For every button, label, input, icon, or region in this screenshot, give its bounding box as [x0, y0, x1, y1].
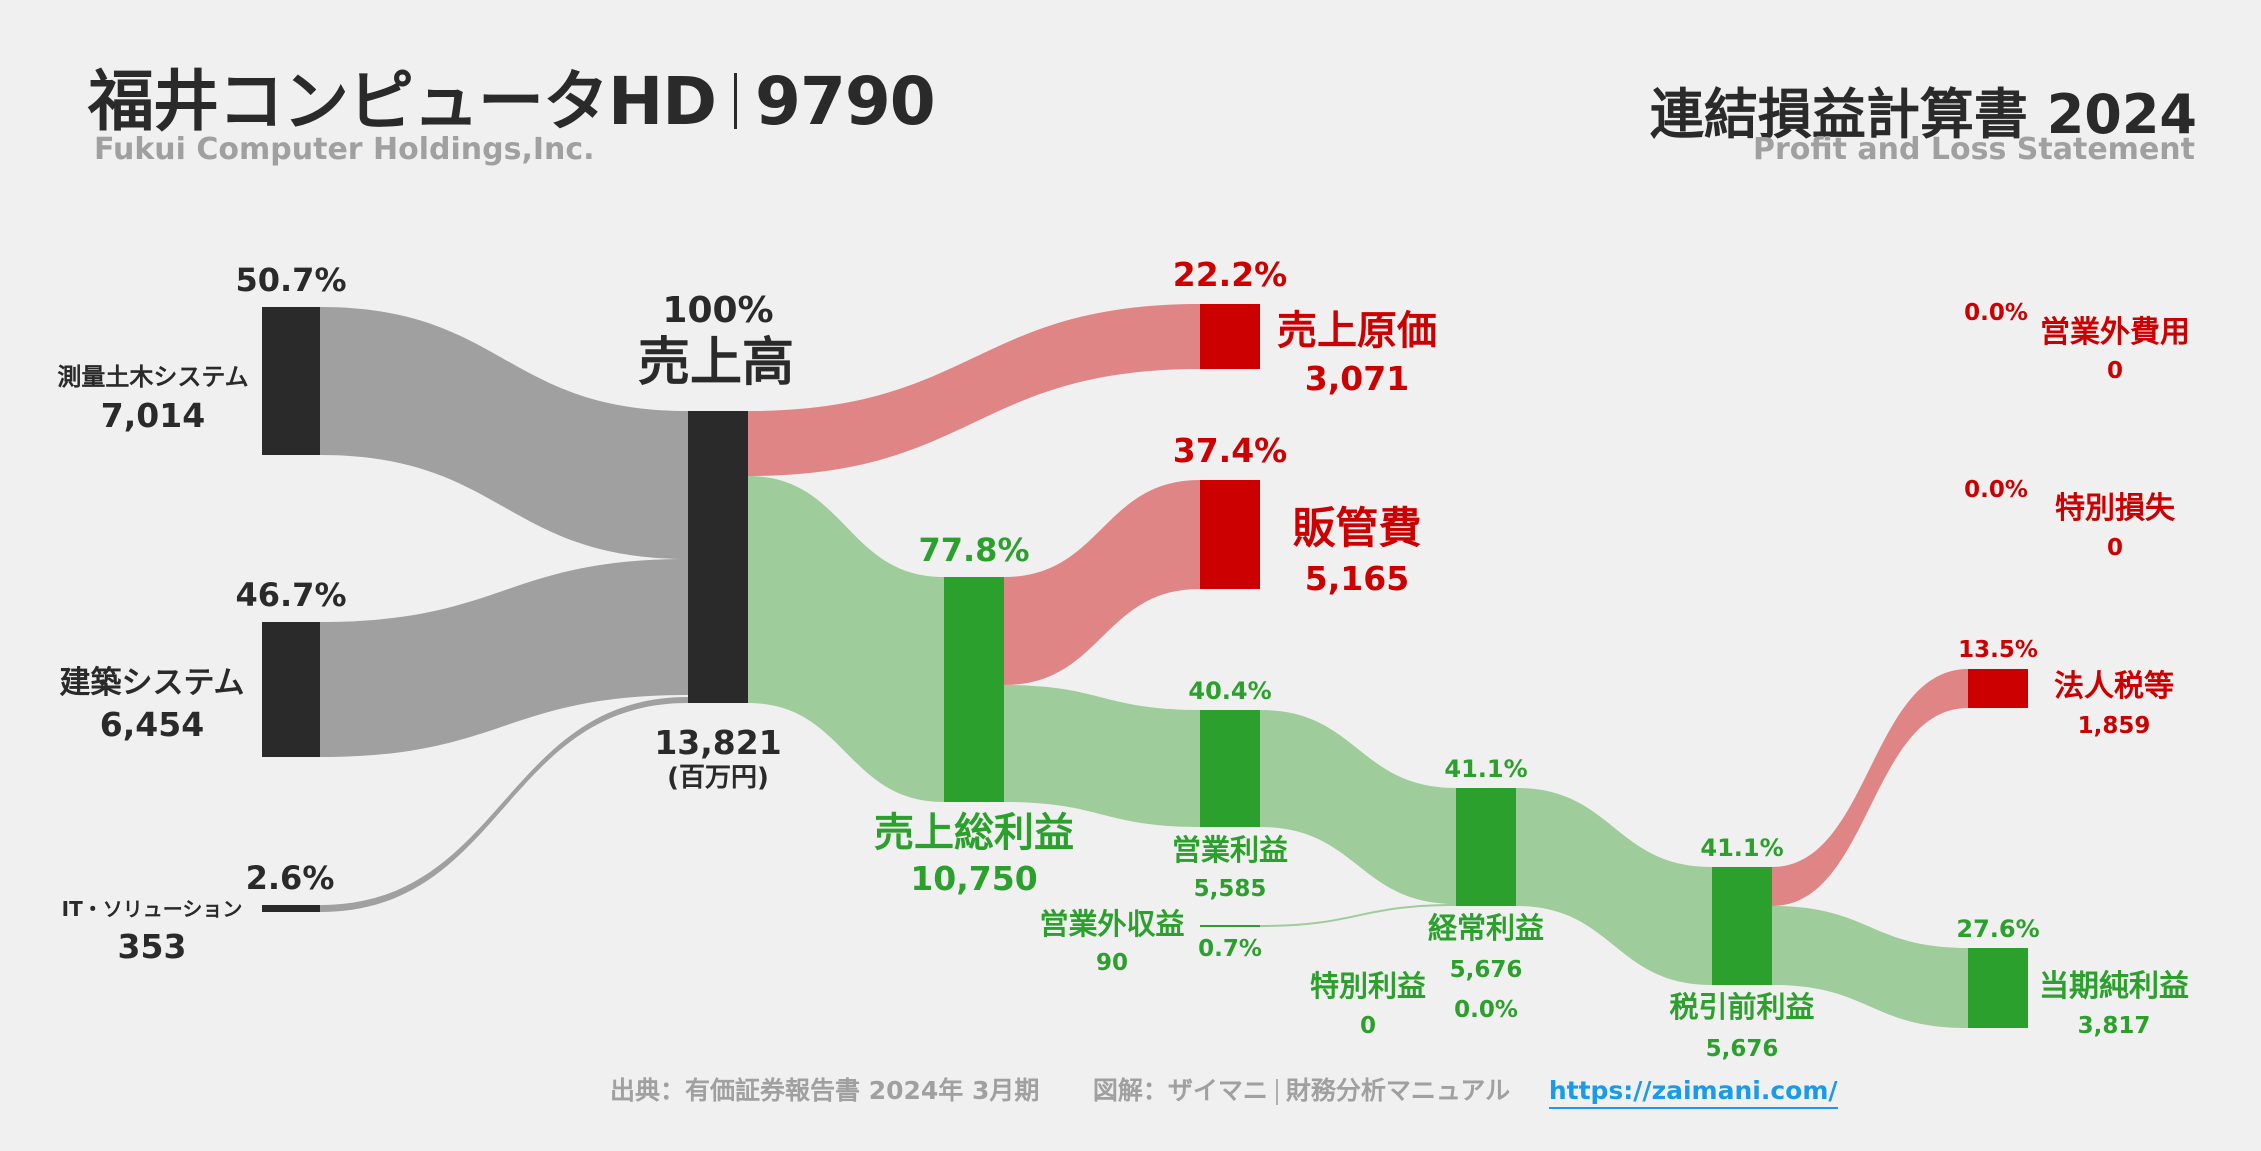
- node-non-op-income: [1200, 925, 1260, 927]
- net-income-label: 当期純利益: [2039, 969, 2189, 1004]
- ordinary-profit-pct: 41.1%: [1444, 755, 1528, 783]
- non-op-income-label: 営業外収益: [1039, 907, 1185, 941]
- node-cogs: [1200, 304, 1260, 369]
- credit-text: 図解：ザイマニ: [1092, 1076, 1268, 1105]
- seg3-value: 353: [117, 927, 187, 966]
- extraordinary-income-pct: 0.0%: [1454, 997, 1518, 1023]
- extraordinary-loss-pct: 0.0%: [1964, 477, 2028, 503]
- non-op-expense-pct: 0.0%: [1964, 300, 2028, 326]
- flow-ordprofit-pretax: [1516, 788, 1712, 985]
- seg1-label: 測量土木システム: [57, 363, 249, 391]
- gross-profit-label: 売上総利益: [874, 810, 1074, 856]
- company-name-en: Fukui Computer Holdings,Inc.: [94, 132, 595, 167]
- net-income-value: 3,817: [2077, 1013, 2151, 1039]
- site-link[interactable]: https://zaimani.com/: [1548, 1076, 1838, 1109]
- seg1-value: 7,014: [100, 396, 206, 435]
- operating-profit-pct: 40.4%: [1188, 677, 1272, 705]
- node-net-income: [1968, 948, 2028, 1028]
- flow-seg1-revenue: [320, 307, 688, 559]
- ticker-code: 9790: [755, 63, 936, 140]
- seg2-value: 6,454: [99, 705, 205, 744]
- non-op-income-value: 90: [1095, 950, 1129, 976]
- company-title: 福井コンピュータHD 9790: [88, 48, 936, 144]
- revenue-label: 売上高: [637, 333, 795, 393]
- seg1-pct: 50.7%: [235, 261, 347, 299]
- non-op-income-pct: 0.7%: [1198, 936, 1262, 962]
- operating-profit-value: 5,585: [1193, 876, 1267, 902]
- income-tax-value: 1,859: [2077, 713, 2151, 739]
- gross-profit-pct: 77.8%: [918, 531, 1030, 569]
- node-income-tax: [1968, 669, 2028, 708]
- seg2-pct: 46.7%: [235, 576, 347, 614]
- node-pretax-profit: [1712, 867, 1772, 985]
- node-operating-profit: [1200, 710, 1260, 827]
- flow-grossprofit-sga: [1004, 480, 1200, 685]
- income-tax-label: 法人税等: [2054, 669, 2174, 704]
- node-revenue: [688, 411, 748, 703]
- income-tax-pct: 13.5%: [1958, 637, 2038, 663]
- node-ordinary-profit: [1456, 788, 1516, 906]
- cogs-label: 売上原価: [1277, 308, 1437, 354]
- ordinary-profit-label: 経常利益: [1427, 911, 1545, 945]
- net-income-pct: 27.6%: [1956, 915, 2040, 943]
- ordinary-profit-value: 5,676: [1449, 957, 1523, 983]
- non-op-expense-label: 営業外費用: [2040, 315, 2190, 350]
- title-divider: [734, 72, 738, 129]
- statement-subtitle: Profit and Loss Statement: [1752, 132, 2195, 167]
- extraordinary-income-label: 特別利益: [1309, 969, 1427, 1003]
- company-name: 福井コンピュータHD: [88, 63, 717, 140]
- revenue-pct: 100%: [662, 290, 774, 331]
- flow-grossprofit-opprofit: [1004, 685, 1200, 827]
- source-text: 出典：有価証券報告書 2024年 3月期: [610, 1076, 1040, 1105]
- node-seg1: [262, 307, 320, 455]
- seg3-label: IT・ソリューション: [61, 897, 243, 921]
- revenue-unit: (百万円): [667, 763, 769, 793]
- flow-nonop-ordprofit: [1260, 904, 1456, 927]
- flow-opprofit-ordprofit: [1260, 710, 1456, 904]
- extraordinary-loss-value: 0: [2106, 535, 2124, 561]
- node-seg2: [262, 622, 320, 757]
- flow-revenue-grossprofit: [748, 476, 944, 802]
- node-sga: [1200, 480, 1260, 589]
- node-seg3: [262, 905, 320, 912]
- credit-text-2: 財務分析マニュアル: [1285, 1076, 1511, 1105]
- flow-seg3-revenue: [320, 697, 688, 912]
- operating-profit-label: 営業利益: [1171, 833, 1289, 867]
- sga-value: 5,165: [1304, 559, 1410, 598]
- flow-revenue-cogs: [748, 304, 1200, 476]
- gross-profit-value: 10,750: [910, 859, 1038, 898]
- node-gross-profit: [944, 577, 1004, 802]
- seg2-label: 建築システム: [59, 665, 245, 701]
- flow-pretax-netincome: [1772, 906, 1968, 1028]
- pretax-profit-pct: 41.1%: [1700, 834, 1784, 862]
- flow-pretax-tax: [1772, 669, 1968, 906]
- cogs-value: 3,071: [1304, 359, 1410, 398]
- sga-pct: 37.4%: [1172, 431, 1288, 470]
- footer-divider: [1275, 1079, 1278, 1105]
- non-op-expense-value: 0: [2106, 358, 2124, 384]
- flow-seg2-revenue: [320, 559, 688, 757]
- sga-label: 販管費: [1292, 504, 1422, 554]
- pretax-profit-value: 5,676: [1705, 1036, 1779, 1062]
- seg3-pct: 2.6%: [245, 859, 335, 897]
- extraordinary-loss-label: 特別損失: [2055, 491, 2175, 526]
- revenue-value: 13,821: [654, 723, 782, 762]
- extraordinary-income-value: 0: [1359, 1013, 1377, 1039]
- pretax-profit-label: 税引前利益: [1669, 990, 1815, 1024]
- statement-title: 連結損益計算書 2024: [1649, 83, 2197, 146]
- cogs-pct: 22.2%: [1172, 255, 1288, 294]
- footer: 出典：有価証券報告書 2024年 3月期 図解：ザイマニ 財務分析マニュアル ht…: [610, 1071, 1838, 1109]
